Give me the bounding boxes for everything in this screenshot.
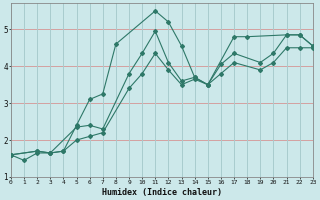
- X-axis label: Humidex (Indice chaleur): Humidex (Indice chaleur): [102, 188, 222, 197]
